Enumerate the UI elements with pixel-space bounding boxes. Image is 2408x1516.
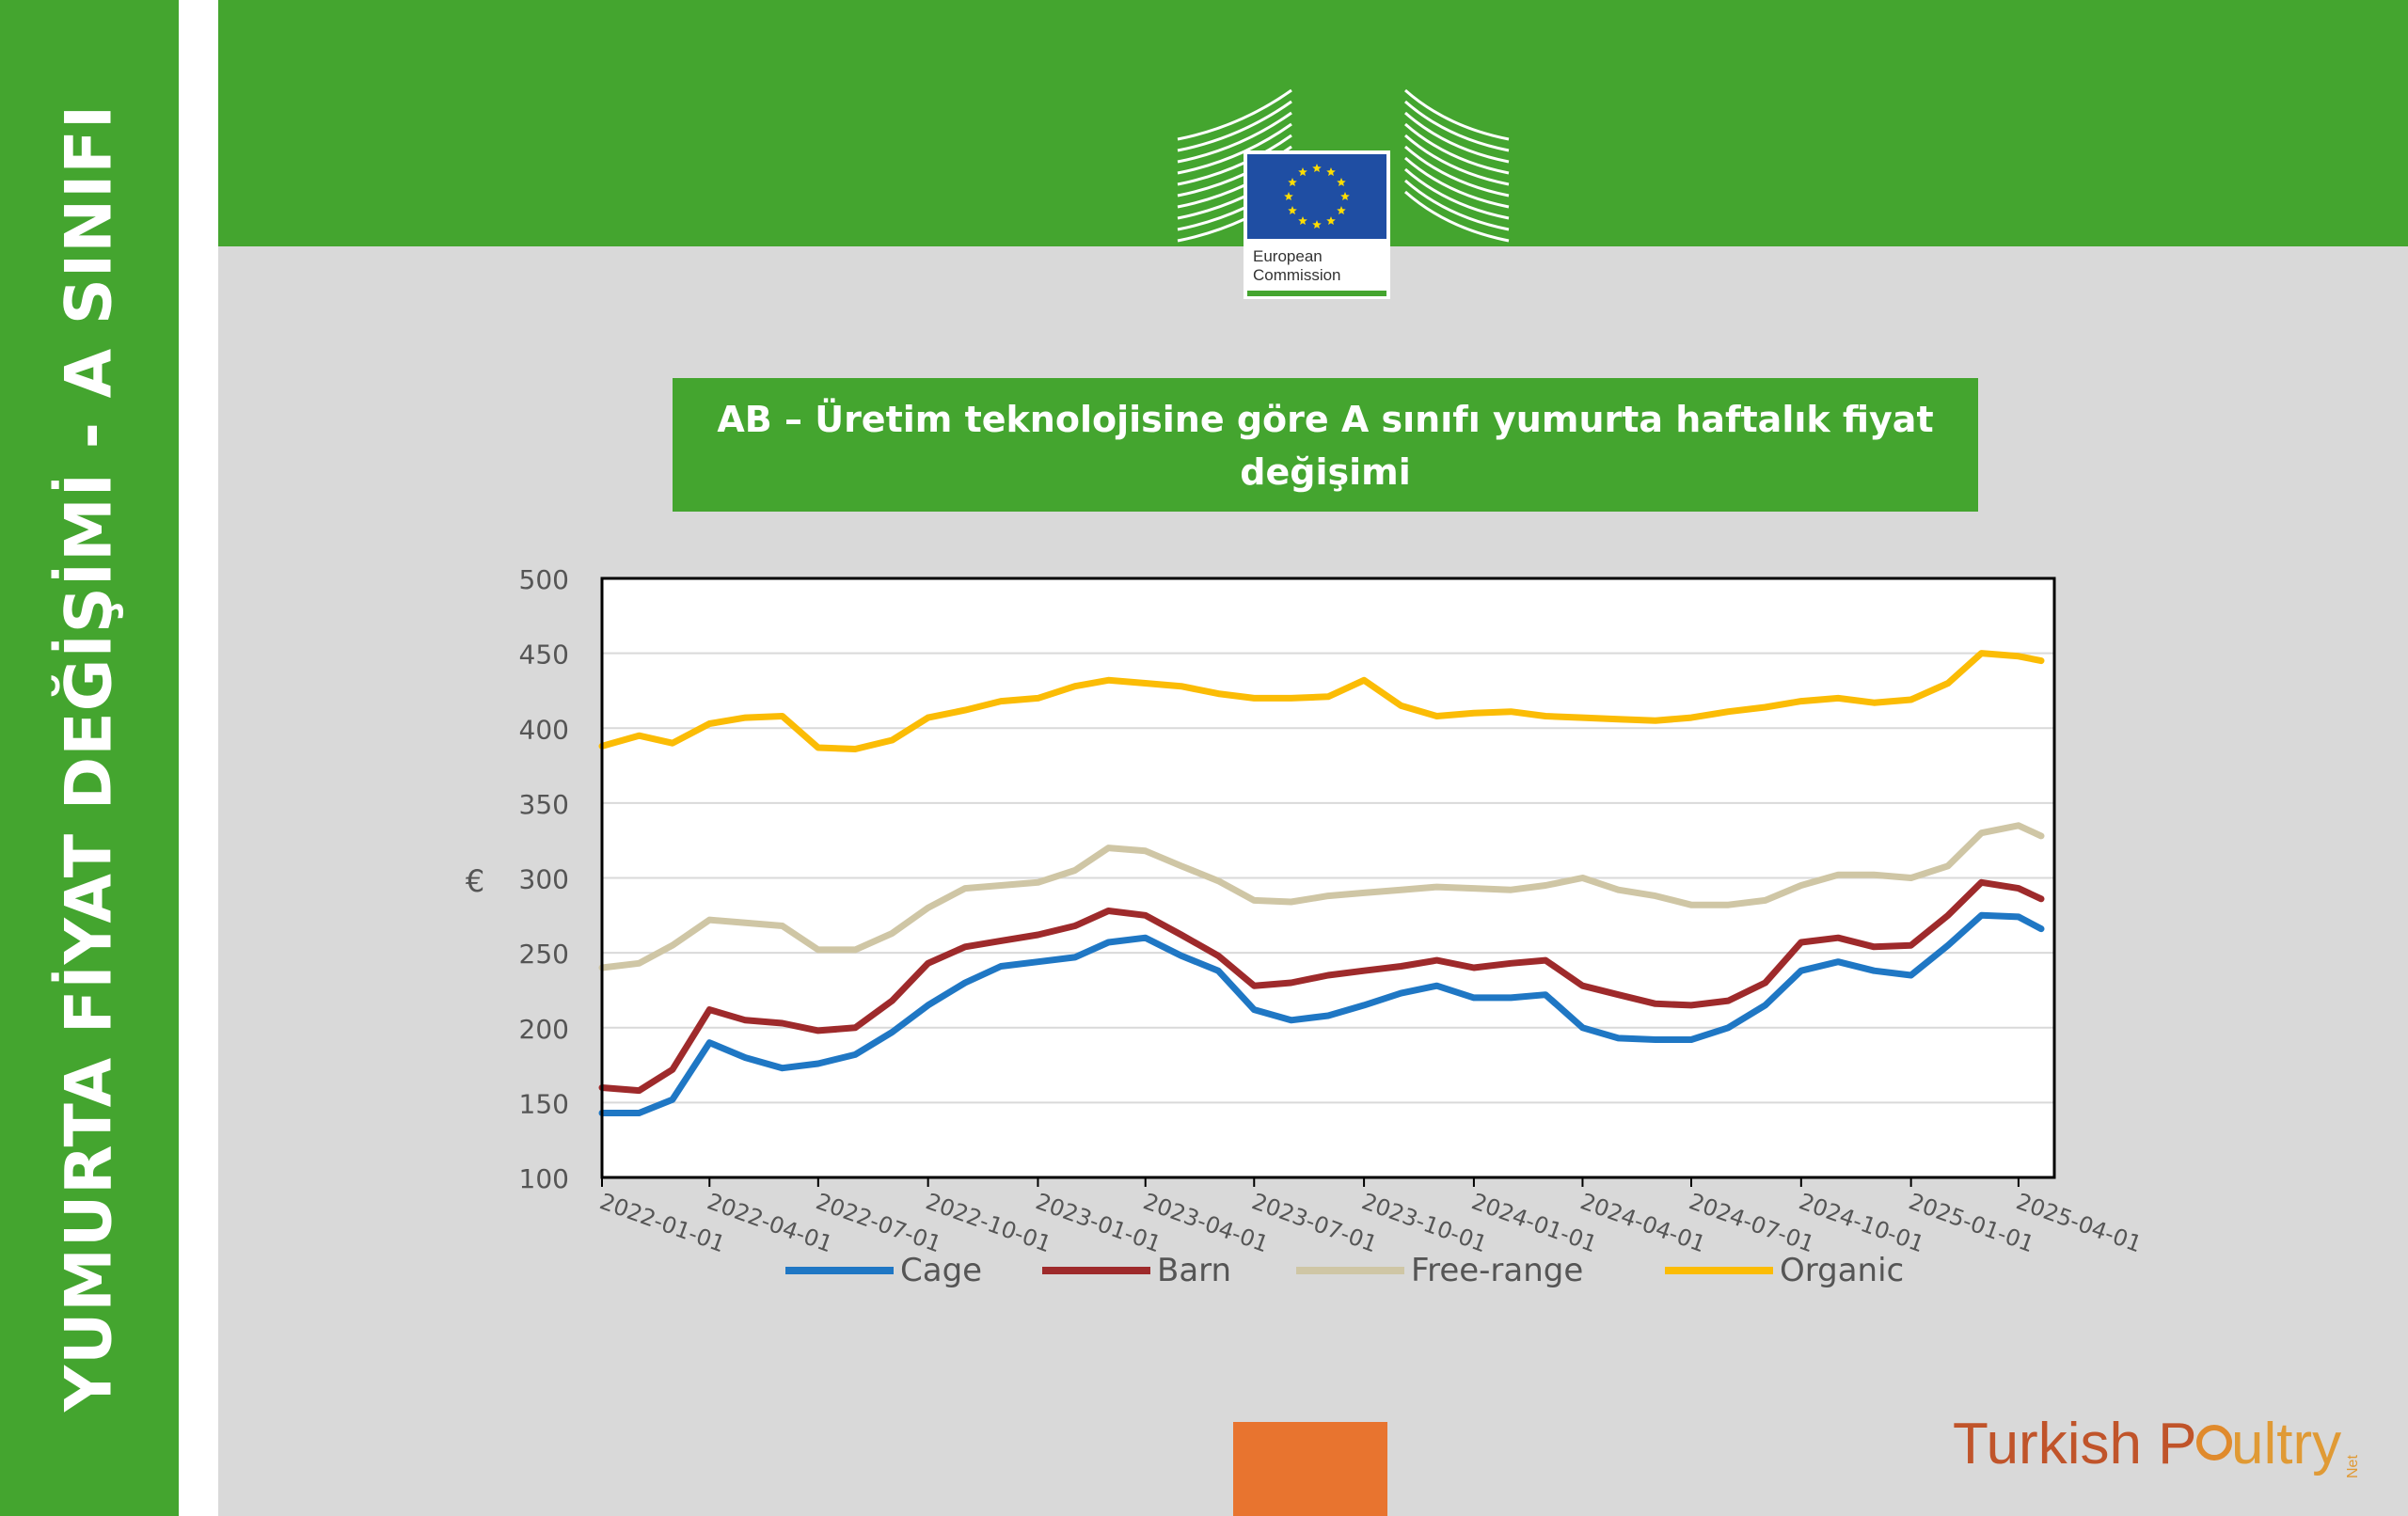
x-tick-label: 2022-04-01	[704, 1188, 836, 1257]
x-tick-label: 2024-07-01	[1686, 1188, 1818, 1257]
y-tick-label: 200	[519, 1014, 569, 1045]
y-tick-label: 250	[519, 939, 569, 970]
european-commission-logo: European Commission	[1177, 88, 1510, 299]
eu-star	[1288, 178, 1297, 186]
series-layer	[598, 650, 2045, 1116]
legend-label: Organic	[1780, 1252, 1904, 1289]
legend-label: Barn	[1157, 1252, 1231, 1289]
eu-star	[1312, 164, 1322, 172]
series-line-cage	[598, 911, 2045, 1116]
logo-underline	[1247, 291, 1386, 296]
x-tick-label: 2024-04-01	[1576, 1188, 1709, 1257]
legend-label: Cage	[900, 1252, 982, 1289]
y-tick-label: 450	[519, 640, 569, 671]
x-tick-label: 2023-07-01	[1248, 1188, 1381, 1257]
eu-star	[1326, 216, 1336, 225]
y-tick-label: 150	[519, 1088, 569, 1119]
x-tick-label: 2022-07-01	[813, 1188, 945, 1257]
y-tick-label: 350	[519, 789, 569, 820]
brand-text-2: ultry	[2231, 1412, 2341, 1477]
eu-star	[1340, 192, 1350, 200]
eu-star	[1326, 167, 1336, 177]
sidebar-band: YUMURTA FİYAT DEĞİŞİMİ - A SINIFI	[0, 0, 179, 1516]
y-tick-label: 500	[519, 564, 569, 595]
x-tick-label: 2023-10-01	[1358, 1188, 1491, 1257]
legend: Cage Barn Free-range Organic	[785, 1252, 1904, 1289]
eu-star	[1284, 192, 1293, 200]
building-lines-right	[1404, 88, 1510, 243]
x-tick-label: 2025-04-01	[2013, 1188, 2146, 1257]
eu-star	[1312, 220, 1322, 229]
eu-star	[1288, 206, 1297, 214]
eu-star	[1337, 178, 1346, 186]
orange-accent-block	[1233, 1422, 1387, 1516]
legend-label: Free-range	[1411, 1252, 1583, 1289]
series-line-barn	[598, 878, 2045, 1095]
x-tick-label: 2022-10-01	[923, 1188, 1055, 1257]
chart-title: AB – Üretim teknolojisine göre A sınıfı …	[673, 378, 1978, 512]
plot-frame	[600, 576, 2056, 1179]
y-tick-label: 400	[519, 714, 569, 745]
building-lines-left	[1177, 88, 1292, 243]
sidebar-divider	[179, 0, 218, 1516]
brand-egg-icon	[2196, 1425, 2232, 1461]
eu-star	[1298, 216, 1307, 225]
logo-text-line1: European	[1253, 247, 1323, 265]
eu-star	[1298, 167, 1307, 177]
logo-text-line2: Commission	[1253, 266, 1341, 284]
brand-suffix: Net	[2345, 1455, 2361, 1478]
y-tick-label: 100	[519, 1163, 569, 1194]
eu-stars	[1284, 164, 1350, 229]
x-tick-label: 2024-10-01	[1796, 1188, 1928, 1257]
series-line-organic	[598, 650, 2045, 752]
eu-star	[1337, 206, 1346, 214]
turkish-poultry-logo: Turkish P ultry Net	[1953, 1412, 2361, 1478]
brand-text-1: Turkish P	[1953, 1412, 2197, 1477]
y-axis-label: €	[466, 863, 484, 899]
series-line-free-range	[598, 822, 2045, 971]
x-tick-label: 2024-01-01	[1468, 1188, 1601, 1257]
x-tick-label: 2023-04-01	[1140, 1188, 1273, 1257]
y-tick-label: 300	[519, 864, 569, 895]
